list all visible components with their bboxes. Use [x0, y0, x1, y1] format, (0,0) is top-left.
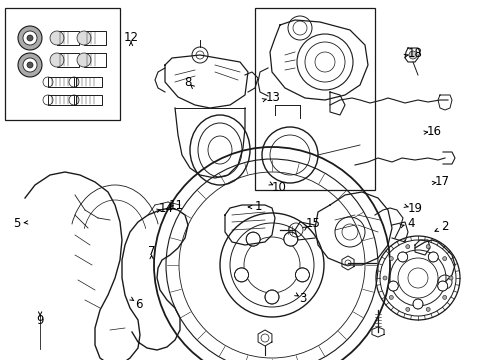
Text: 2: 2	[440, 220, 448, 233]
Circle shape	[388, 296, 392, 300]
Circle shape	[27, 62, 33, 68]
Circle shape	[412, 299, 422, 309]
Circle shape	[50, 31, 64, 45]
Circle shape	[405, 244, 409, 249]
Text: 9: 9	[36, 314, 44, 327]
Circle shape	[442, 296, 446, 300]
Circle shape	[405, 307, 409, 311]
Circle shape	[382, 276, 386, 280]
Text: 1: 1	[254, 201, 262, 213]
Circle shape	[427, 252, 437, 262]
Text: 13: 13	[265, 91, 280, 104]
Text: 16: 16	[426, 125, 441, 138]
Circle shape	[437, 281, 447, 291]
Bar	[48, 95, 76, 105]
Circle shape	[27, 35, 33, 41]
Circle shape	[448, 276, 452, 280]
Text: 4: 4	[406, 217, 414, 230]
Circle shape	[408, 51, 416, 59]
Bar	[74, 95, 102, 105]
Text: 8: 8	[184, 76, 192, 89]
Text: 18: 18	[407, 47, 421, 60]
Text: 6: 6	[135, 298, 143, 311]
Circle shape	[77, 53, 91, 67]
Text: 5: 5	[13, 217, 21, 230]
Circle shape	[264, 290, 279, 304]
Text: 10: 10	[271, 181, 285, 194]
Circle shape	[283, 232, 297, 246]
Bar	[48, 77, 76, 87]
Bar	[74, 77, 102, 87]
Circle shape	[245, 232, 260, 246]
Circle shape	[23, 58, 37, 72]
Circle shape	[18, 26, 42, 50]
Circle shape	[442, 257, 446, 261]
Circle shape	[23, 31, 37, 45]
Bar	[84, 31, 106, 45]
Text: 17: 17	[434, 175, 449, 188]
Circle shape	[295, 268, 309, 282]
Bar	[57, 53, 79, 67]
Text: 7: 7	[147, 246, 155, 258]
Text: 3: 3	[299, 292, 306, 305]
Text: 14: 14	[159, 202, 173, 215]
Circle shape	[426, 307, 429, 311]
Circle shape	[50, 53, 64, 67]
Bar	[5, 8, 120, 120]
Circle shape	[388, 257, 392, 261]
Circle shape	[387, 281, 397, 291]
Bar	[57, 31, 79, 45]
Text: 15: 15	[305, 217, 320, 230]
Text: 11: 11	[168, 199, 183, 212]
Text: 12: 12	[123, 31, 138, 44]
Circle shape	[426, 244, 429, 249]
Bar	[254, 8, 374, 190]
Circle shape	[77, 31, 91, 45]
Bar	[84, 53, 106, 67]
Circle shape	[18, 53, 42, 77]
Circle shape	[397, 252, 407, 262]
Circle shape	[234, 268, 248, 282]
Text: 19: 19	[407, 202, 421, 215]
